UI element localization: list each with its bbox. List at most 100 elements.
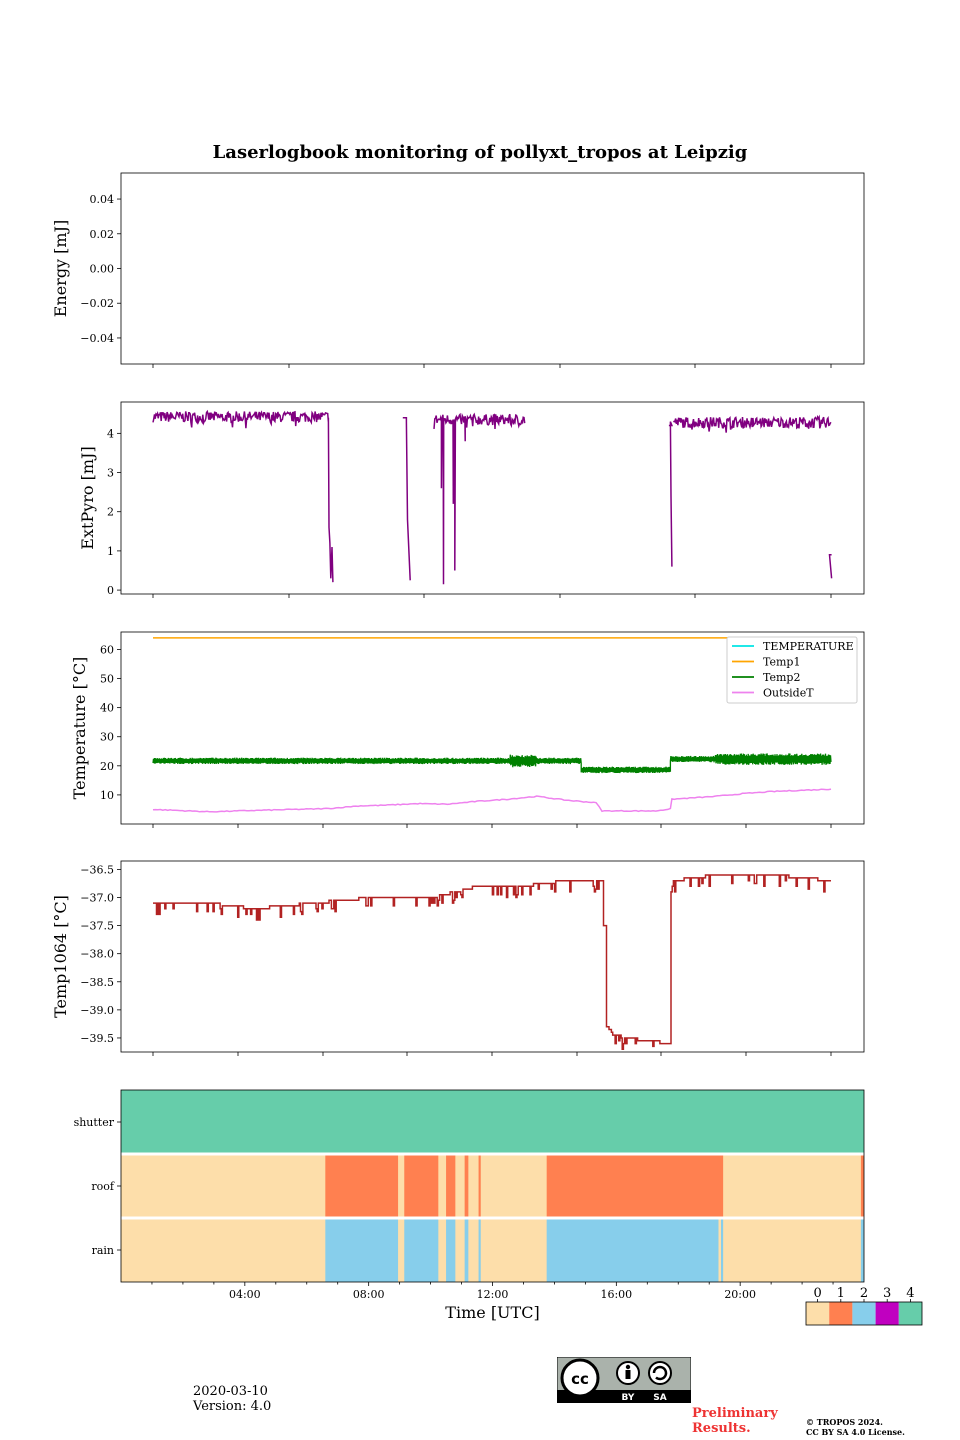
y-tick-label: 30 [100, 731, 114, 744]
row-label-roof: roof [91, 1180, 115, 1193]
y-tick-label: −0.04 [80, 332, 114, 345]
colorbar-swatch-1 [829, 1302, 853, 1325]
x-tick-label: 16:00 [600, 1288, 632, 1301]
status-segment [464, 1154, 469, 1218]
status-segment [464, 1218, 469, 1282]
y-tick-label: −37.5 [80, 920, 114, 933]
y-tick-label: 4 [107, 427, 114, 440]
temp2-line [152, 753, 832, 774]
status-segment [860, 1154, 864, 1218]
status-segment [478, 1218, 481, 1282]
row-label-rain: rain [92, 1244, 114, 1257]
share-alike-icon [648, 1361, 672, 1385]
x-tick-label: 04:00 [229, 1288, 261, 1301]
status-segment [404, 1154, 439, 1218]
x-tick-label: 08:00 [353, 1288, 385, 1301]
legend-box [726, 636, 858, 704]
status-segment [121, 1090, 864, 1154]
y-tick-label: 50 [100, 673, 114, 686]
extpyro-segment-1 [402, 416, 411, 581]
cc-license-badge: cc BY SA [556, 1356, 692, 1404]
temperature-series [152, 637, 832, 813]
status-segment [325, 1154, 399, 1218]
status-segment [478, 1154, 481, 1218]
axes-frame [120, 172, 865, 365]
colorbar-tick-label: 4 [906, 1286, 914, 1301]
preliminary-line-1: Preliminary [692, 1406, 778, 1421]
y-tick-label: 1 [107, 545, 114, 558]
x-tick-label: 20:00 [724, 1288, 756, 1301]
y-tick-label: 3 [107, 467, 114, 480]
preliminary-note: Preliminary Results. [692, 1406, 778, 1436]
y-tick-label: −38.5 [80, 976, 114, 989]
status-segment [325, 1218, 399, 1282]
legend-label-temp2: Temp2 [763, 671, 800, 684]
y-tick-label: −39.0 [80, 1004, 114, 1017]
status-segment [546, 1154, 724, 1218]
outsidet-line [152, 788, 832, 813]
row-label-shutter: shutter [74, 1116, 115, 1129]
status-segment [121, 1218, 326, 1282]
colorbar-swatch-0 [806, 1302, 830, 1325]
cc-icon [560, 1358, 600, 1398]
copyright-line-2: CC BY SA 4.0 License. [806, 1427, 905, 1437]
status-segment [404, 1218, 439, 1282]
extpyro-segment-3 [668, 421, 673, 567]
status-segment [446, 1154, 456, 1218]
y-tick-label: −37.0 [80, 892, 114, 905]
x-tick-label: 12:00 [477, 1288, 509, 1301]
y-tick-label: 10 [100, 789, 114, 802]
colorbar-tick-label: 1 [837, 1286, 845, 1301]
colorbar-tick-label: 0 [813, 1286, 821, 1301]
legend-label-temp1: Temp1 [763, 656, 800, 669]
status-row-shutter: shutter [74, 1090, 864, 1154]
status-segment [121, 1154, 326, 1218]
chart-title: Laserlogbook monitoring of pollyxt_tropo… [213, 142, 748, 163]
svg-text:cc: cc [571, 1370, 589, 1388]
y-tick-label: −39.5 [80, 1032, 114, 1045]
temp1064-series [153, 874, 831, 1050]
colorbar-swatch-3 [875, 1302, 899, 1325]
colorbar-swatch-4 [898, 1302, 922, 1325]
panel-4: shutter roof rain 04:00 08:00 12:00 16:00 20:00… [74, 1089, 865, 1322]
version-label: Version: 4.0 [193, 1399, 272, 1414]
y-tick-label: 0.00 [90, 263, 115, 276]
y-tick-label: −0.02 [80, 297, 114, 310]
extpyro-segment-2 [433, 412, 526, 585]
extpyro-segment-0 [152, 409, 334, 583]
y-axis-label: Energy [mJ] [51, 220, 70, 318]
y-tick-label: −38.0 [80, 948, 114, 961]
preliminary-line-2: Results. [692, 1421, 751, 1436]
y-tick-label: 0 [107, 584, 114, 597]
y-tick-label: 40 [100, 702, 114, 715]
y-tick-label: 2 [107, 506, 114, 519]
copyright-note: © TROPOS 2024. CC BY SA 4.0 License. [806, 1417, 905, 1437]
legend-label-outsidet: OutsideT [763, 687, 814, 700]
date-version-block: 2020-03-10 Version: 4.0 [193, 1384, 271, 1414]
y-axis-label: Temperature [°C] [70, 657, 89, 800]
panel-0: 0.04 0.02 0.00 −0.02 −0.04 Energy [mJ] [51, 172, 865, 368]
y-axis-label: Temp1064 [°C] [51, 895, 70, 1018]
status-row-rain: rain [92, 1216, 864, 1282]
x-axis-label: Time [UTC] [445, 1303, 539, 1322]
y-tick-label: 60 [100, 643, 114, 656]
badge-by: BY [622, 1393, 635, 1403]
colorbar-tick-label: 2 [860, 1286, 868, 1301]
status-segment [546, 1218, 719, 1282]
y-tick-label: −36.5 [80, 863, 114, 876]
y-axis-label: ExtPyro [mJ] [78, 446, 97, 549]
y-tick-label: 0.02 [90, 228, 115, 241]
status-segment [720, 1218, 724, 1282]
axes-frame [120, 401, 865, 595]
y-tick-label: 20 [100, 760, 114, 773]
y-tick-label: 0.04 [90, 193, 115, 206]
colorbar-tick-label: 3 [883, 1286, 891, 1301]
status-row-roof: roof [91, 1152, 864, 1218]
extpyro-segment-4 [672, 414, 832, 433]
extpyro-series [152, 409, 833, 585]
badge-sa: SA [653, 1393, 666, 1403]
legend: TEMPERATURE Temp1 Temp2 OutsideT [726, 636, 858, 704]
